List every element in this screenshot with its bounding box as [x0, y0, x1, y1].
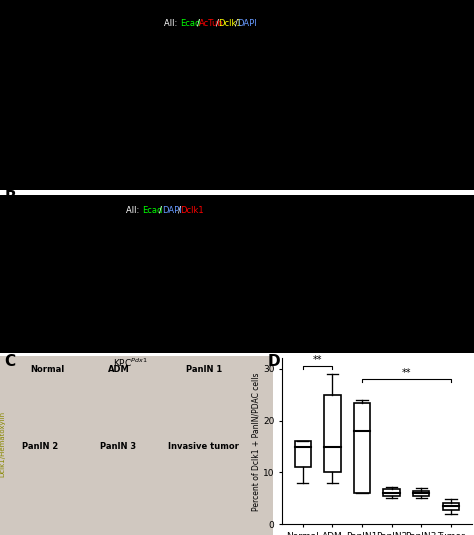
- Text: DAPI: DAPI: [162, 206, 182, 215]
- Text: B: B: [5, 190, 17, 205]
- FancyBboxPatch shape: [383, 489, 400, 496]
- Text: All:: All:: [127, 206, 142, 215]
- Text: ADM: ADM: [108, 365, 129, 374]
- Text: PanIN 3: PanIN 3: [100, 442, 137, 452]
- Text: PanIN 2: PanIN 2: [22, 442, 58, 452]
- Text: A: A: [5, 3, 17, 18]
- Text: /: /: [159, 206, 162, 215]
- Text: C$^{iMist1}$: C$^{iMist1}$: [28, 194, 53, 206]
- Text: PanIN 1: PanIN 1: [186, 365, 222, 374]
- Text: /: /: [235, 19, 237, 28]
- Text: DAPI: DAPI: [237, 19, 257, 28]
- Text: Dclk1: Dclk1: [218, 19, 242, 28]
- Text: All:: All:: [164, 19, 180, 28]
- Text: Ecad: Ecad: [180, 19, 201, 28]
- FancyBboxPatch shape: [295, 441, 311, 467]
- Text: Normal: Normal: [30, 365, 64, 374]
- FancyBboxPatch shape: [354, 402, 370, 493]
- Text: 6 weeks: 6 weeks: [269, 199, 300, 208]
- Text: Invasive tumor: Invasive tumor: [168, 442, 239, 452]
- Y-axis label: Percent of Dclk1 + PanIN/PDAC cells: Percent of Dclk1 + PanIN/PDAC cells: [251, 372, 260, 510]
- Text: KC$^{Pdx1}$: KC$^{Pdx1}$: [327, 5, 356, 18]
- FancyBboxPatch shape: [413, 491, 429, 496]
- Text: 3 weeks: 3 weeks: [25, 199, 56, 208]
- Text: D: D: [268, 354, 281, 369]
- Text: C: C: [5, 354, 16, 369]
- FancyBboxPatch shape: [324, 395, 340, 472]
- Text: Ecad: Ecad: [142, 206, 163, 215]
- Text: /: /: [216, 19, 219, 28]
- Text: Dclk1/Hematoxylin: Dclk1/Hematoxylin: [0, 411, 5, 477]
- Text: 3 weeks: 3 weeks: [119, 199, 151, 208]
- Text: **: **: [313, 355, 322, 365]
- Text: C$^{iMist1}$ + CP: C$^{iMist1}$ + CP: [111, 194, 159, 206]
- FancyBboxPatch shape: [443, 502, 459, 510]
- Text: /: /: [178, 206, 181, 215]
- Text: AcTub: AcTub: [199, 19, 224, 28]
- Text: **: **: [401, 368, 411, 378]
- Text: /: /: [197, 19, 200, 28]
- Text: Dclk1: Dclk1: [180, 206, 204, 215]
- Text: KPC$^{Pdx1}$: KPC$^{Pdx1}$: [113, 357, 148, 369]
- Text: KC$^{iMist1}$: KC$^{iMist1}$: [50, 5, 82, 18]
- Text: KC$^{iMist1}$ + CP: KC$^{iMist1}$ + CP: [362, 194, 416, 206]
- Text: 6 weeks: 6 weeks: [373, 199, 404, 208]
- Text: KC$^{iMist1}$: KC$^{iMist1}$: [269, 194, 300, 206]
